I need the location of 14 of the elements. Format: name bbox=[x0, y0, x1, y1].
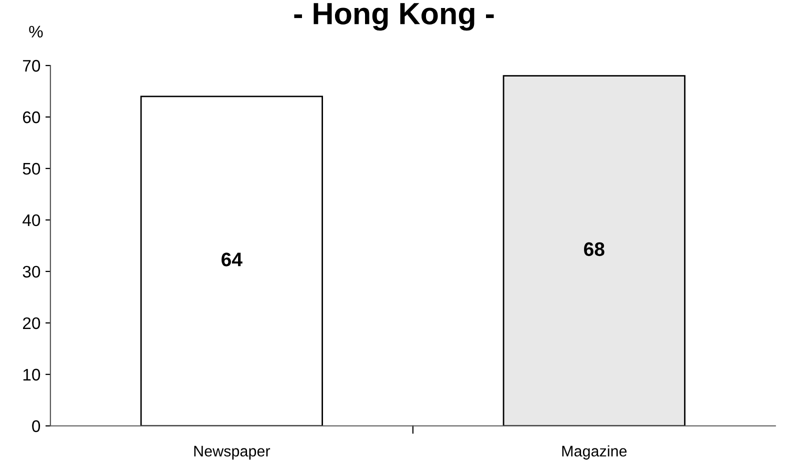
y-tick-label: 60 bbox=[23, 111, 40, 124]
y-axis-title: % bbox=[29, 26, 43, 38]
data-label: 64 bbox=[222, 252, 242, 266]
y-tick-label: 50 bbox=[22, 162, 40, 175]
y-tick-label: 20 bbox=[23, 317, 40, 330]
y-tick-label: 70 bbox=[23, 60, 40, 72]
y-tick-label: 10 bbox=[23, 368, 40, 381]
x-tick-label: Newspaper bbox=[194, 446, 270, 460]
y-tick-label: 0 bbox=[32, 420, 40, 432]
chart-title: - Hong Kong - bbox=[294, 3, 494, 31]
data-label: 68 bbox=[584, 242, 604, 256]
y-tick-label: 30 bbox=[22, 266, 40, 278]
x-tick-label: Magazine bbox=[562, 445, 627, 460]
y-tick-label: 40 bbox=[22, 214, 40, 226]
